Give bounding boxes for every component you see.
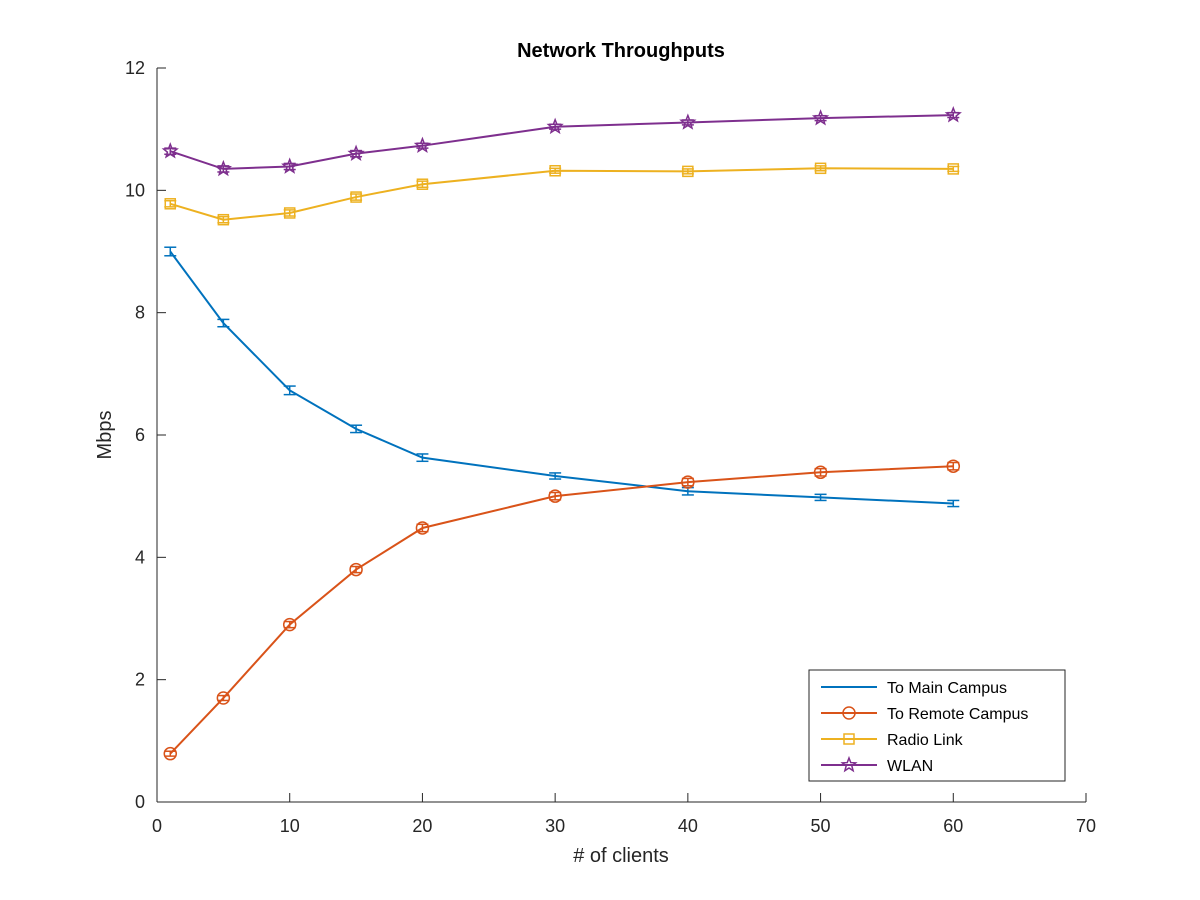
error-bar xyxy=(814,165,827,172)
legend-marker xyxy=(840,755,858,773)
series-layer xyxy=(161,106,962,761)
x-tick-label: 30 xyxy=(545,816,565,836)
x-tick-label: 70 xyxy=(1076,816,1096,836)
data-point xyxy=(549,165,561,177)
data-point xyxy=(217,213,230,226)
data-point xyxy=(415,521,430,535)
legend-label: WLAN xyxy=(887,758,933,775)
data-point xyxy=(681,475,695,489)
legend-marker xyxy=(843,733,855,745)
legend-label: To Main Campus xyxy=(887,680,1007,697)
legend: To Main Campus To Remote Campus Radio Link… xyxy=(808,669,1066,782)
data-point xyxy=(216,691,231,705)
series-2 xyxy=(164,162,960,226)
x-tick-label: 60 xyxy=(943,816,963,836)
data-point xyxy=(682,165,694,178)
error-bar xyxy=(681,168,694,175)
legend-item: WLAN xyxy=(821,755,933,775)
legend-item: Radio Link xyxy=(821,732,964,749)
x-tick-label: 10 xyxy=(280,816,300,836)
y-tick-label: 0 xyxy=(135,792,145,812)
legend-item: To Remote Campus xyxy=(821,706,1028,723)
error-bar xyxy=(164,750,177,757)
data-point xyxy=(163,746,178,761)
data-point xyxy=(947,163,960,175)
error-bar xyxy=(217,694,230,702)
series-1 xyxy=(163,459,961,761)
data-point xyxy=(546,117,564,135)
legend-label: Radio Link xyxy=(887,732,964,749)
data-point xyxy=(350,191,362,203)
x-tick-label: 0 xyxy=(152,816,162,836)
data-point xyxy=(283,207,296,219)
data-point xyxy=(814,162,827,175)
data-point xyxy=(281,157,299,174)
data-point xyxy=(944,106,962,123)
series-3 xyxy=(161,106,962,177)
legend-label: To Remote Campus xyxy=(887,706,1028,723)
error-bar xyxy=(350,565,363,574)
y-tick-label: 8 xyxy=(135,303,145,323)
x-axis-label: # of clients xyxy=(573,845,669,867)
data-point xyxy=(282,617,297,632)
y-tick-label: 6 xyxy=(135,425,145,445)
data-point xyxy=(164,198,177,210)
y-tick-label: 12 xyxy=(125,58,145,78)
error-bar xyxy=(947,499,960,508)
x-tick-label: 40 xyxy=(678,816,698,836)
error-bar xyxy=(814,493,827,502)
data-point xyxy=(416,178,429,190)
data-point xyxy=(413,136,432,154)
data-point xyxy=(349,562,363,577)
error-bar xyxy=(549,167,562,174)
series-0 xyxy=(164,246,960,508)
x-tick-label: 20 xyxy=(412,816,432,836)
data-point xyxy=(946,459,961,473)
error-bar xyxy=(217,215,230,224)
error-bar xyxy=(416,453,429,463)
error-bar xyxy=(416,180,429,189)
error-bar xyxy=(947,165,960,173)
data-point xyxy=(548,489,562,503)
data-point xyxy=(813,465,828,480)
error-bar xyxy=(283,620,296,629)
x-tick-label: 50 xyxy=(811,816,831,836)
data-point xyxy=(679,113,697,130)
error-bar xyxy=(283,385,296,396)
legend-marker xyxy=(842,706,856,720)
error-bar xyxy=(350,193,363,201)
error-bar xyxy=(217,318,230,328)
data-point xyxy=(811,109,830,126)
y-tick-label: 4 xyxy=(135,547,145,567)
error-bar xyxy=(350,424,363,434)
error-bar xyxy=(549,472,562,480)
chart-title: Network Throughputs xyxy=(517,40,725,62)
y-axis-label: Mbps xyxy=(94,411,116,460)
error-bar xyxy=(164,199,177,208)
legend-item: To Main Campus xyxy=(821,680,1007,697)
data-point xyxy=(161,142,179,159)
error-bar xyxy=(164,246,177,257)
axes: 0 10 20 30 40 50 60 70 0 2 4 6 8 10 12 xyxy=(125,58,1096,836)
y-tick-label: 10 xyxy=(125,180,145,200)
data-point xyxy=(214,159,232,177)
data-point xyxy=(347,144,365,161)
y-tick-label: 2 xyxy=(135,670,145,690)
error-bar xyxy=(283,209,296,217)
